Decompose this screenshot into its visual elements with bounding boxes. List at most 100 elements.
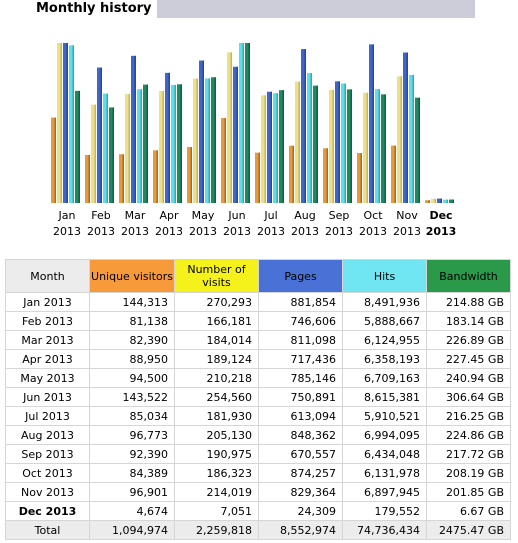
bar-visits <box>57 43 62 203</box>
bar-bandwidth <box>347 89 352 203</box>
bar-shade-visits <box>196 78 198 203</box>
bar-shade-visitors <box>54 117 56 203</box>
bar-bandwidth <box>75 90 80 203</box>
cell-month: Aug 2013 <box>5 425 90 445</box>
bar-pages <box>301 49 306 203</box>
monthly-history-table: Month Unique visitors Number of visits P… <box>5 259 511 540</box>
column-header-number-of-visits: Number of visits <box>174 259 259 293</box>
x-tick-month-label: Nov <box>396 209 418 222</box>
x-tick-year-label: 2013 <box>121 225 149 238</box>
table-row: Jan 2013 144,313 270,293 881,854 8,491,9… <box>5 292 511 312</box>
bar-shade-visits <box>264 95 266 203</box>
cell-number-of-visits: 190,975 <box>174 444 259 464</box>
bar-shade-hits <box>72 45 74 204</box>
bar-shade-visitors <box>360 153 362 203</box>
bar-shade-visitors <box>292 145 294 203</box>
cell-pages: 670,557 <box>258 444 343 464</box>
bar-hits <box>171 84 176 203</box>
x-tick-month-label: Mar <box>125 209 146 222</box>
bar-hits <box>137 89 142 203</box>
cell-unique-visitors: 94,500 <box>89 368 175 388</box>
bar-shade-visits <box>332 89 334 203</box>
bar-shade-pages <box>202 60 204 203</box>
bar-visitors <box>85 154 90 203</box>
bar-shade-visitors <box>122 154 124 203</box>
cell-hits: 6,994,095 <box>342 425 427 445</box>
bar-visits <box>431 198 436 203</box>
cell-unique-visitors: 92,390 <box>89 444 175 464</box>
cell-unique-visitors: 81,138 <box>89 311 175 331</box>
bar-hits <box>443 199 448 203</box>
table-total-row: Total 1,094,974 2,259,818 8,552,974 74,7… <box>5 520 511 540</box>
cell-hits: 5,888,667 <box>342 311 427 331</box>
bar-visits <box>227 52 232 203</box>
table-row: Oct 2013 84,389 186,323 874,257 6,131,97… <box>5 463 511 483</box>
cell-hits: 5,910,521 <box>342 406 427 426</box>
table-row: May 2013 94,500 210,218 785,146 6,709,16… <box>5 368 511 388</box>
x-tick-month-label: May <box>192 209 215 222</box>
x-tick-month-label: Aug <box>294 209 315 222</box>
bar-shade-visits <box>128 94 130 203</box>
table-row: Apr 2013 88,950 189,124 717,436 6,358,19… <box>5 349 511 369</box>
bar-shade-visitors <box>88 154 90 203</box>
bar-shade-pages <box>66 43 68 203</box>
bar-hits <box>69 45 74 204</box>
table-row: Nov 2013 96,901 214,019 829,364 6,897,94… <box>5 482 511 502</box>
bar-shade-visits <box>298 81 300 203</box>
bar-shade-pages <box>236 66 238 203</box>
cell-number-of-visits: 166,181 <box>174 311 259 331</box>
x-tick-year-label: 2013 <box>359 225 387 238</box>
cell-pages: 717,436 <box>258 349 343 369</box>
cell-number-of-visits: 214,019 <box>174 482 259 502</box>
bar-shade-visitors <box>394 145 396 203</box>
cell-month: Nov 2013 <box>5 482 90 502</box>
bar-shade-visitors <box>224 118 226 203</box>
bar-visits <box>91 104 96 203</box>
bar-bandwidth <box>143 84 148 203</box>
cell-number-of-visits: 184,014 <box>174 330 259 350</box>
column-header-hits: Hits <box>342 259 427 293</box>
bar-shade-visits <box>60 43 62 203</box>
cell-bandwidth: 6.67 GB <box>426 501 511 521</box>
cell-pages: 785,146 <box>258 368 343 388</box>
cell-unique-visitors: 85,034 <box>89 406 175 426</box>
cell-bandwidth: 214.88 GB <box>426 292 511 312</box>
bar-shade-hits <box>208 78 210 203</box>
cell-month: Sep 2013 <box>5 444 90 464</box>
cell-hits: 6,709,163 <box>342 368 427 388</box>
cell-total-hits: 74,736,434 <box>342 520 427 540</box>
cell-number-of-visits: 181,930 <box>174 406 259 426</box>
x-tick-month-label: Sep <box>329 209 350 222</box>
x-tick-month-label: Jan <box>58 209 76 222</box>
bar-shade-bandwidth <box>78 90 80 203</box>
bar-visitors <box>391 145 396 203</box>
cell-month: Feb 2013 <box>5 311 90 331</box>
bar-bandwidth <box>245 43 250 203</box>
bar-bandwidth <box>313 85 318 203</box>
cell-number-of-visits: 205,130 <box>174 425 259 445</box>
cell-month: Jan 2013 <box>5 292 90 312</box>
bar-shade-bandwidth <box>248 43 250 203</box>
bar-visitors <box>187 147 192 203</box>
cell-month: Apr 2013 <box>5 349 90 369</box>
cell-unique-visitors: 143,522 <box>89 387 175 407</box>
bar-visits <box>397 76 402 203</box>
cell-month: Dec 2013 <box>5 501 90 521</box>
x-tick-month-label: Apr <box>159 209 179 222</box>
bar-bandwidth <box>211 77 216 203</box>
table-header-row: Month Unique visitors Number of visits P… <box>5 259 511 293</box>
bar-shade-bandwidth <box>384 94 386 203</box>
x-tick-year-label: 2013 <box>426 225 457 238</box>
cell-month: Oct 2013 <box>5 463 90 483</box>
cell-total-bandwidth: 2475.47 GB <box>426 520 511 540</box>
bar-shade-hits <box>378 89 380 203</box>
bar-shade-bandwidth <box>350 89 352 203</box>
cell-number-of-visits: 270,293 <box>174 292 259 312</box>
cell-bandwidth: 240.94 GB <box>426 368 511 388</box>
bar-shade-hits <box>310 73 312 203</box>
bar-visitors <box>221 118 226 203</box>
bar-shade-pages <box>406 52 408 203</box>
cell-hits: 6,897,945 <box>342 482 427 502</box>
bar-pages <box>63 43 68 203</box>
cell-pages: 881,854 <box>258 292 343 312</box>
